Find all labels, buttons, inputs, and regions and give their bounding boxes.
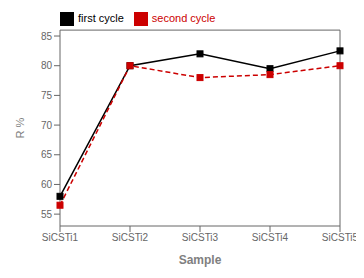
svg-text:60: 60: [41, 179, 53, 190]
svg-text:R %: R %: [14, 117, 26, 138]
svg-text:SiCSTi2: SiCSTi2: [112, 232, 149, 243]
svg-text:SiCSTi1: SiCSTi1: [42, 232, 79, 243]
svg-text:SiCSTi5: SiCSTi5: [322, 232, 356, 243]
html-text:first cycle: first cycle: [78, 12, 124, 24]
svg-text:85: 85: [41, 31, 53, 42]
svg-text:SiCSTi4: SiCSTi4: [252, 232, 289, 243]
html-text:second cycle: second cycle: [151, 12, 216, 24]
svg-text:Sample: Sample: [179, 253, 222, 267]
svg-text:55: 55: [41, 209, 53, 220]
svg-text:70: 70: [41, 120, 53, 131]
svg-text:80: 80: [41, 60, 53, 71]
svg-text:SiCSTi3: SiCSTi3: [182, 232, 219, 243]
svg-text:75: 75: [41, 90, 53, 101]
svg-text:65: 65: [41, 149, 53, 160]
